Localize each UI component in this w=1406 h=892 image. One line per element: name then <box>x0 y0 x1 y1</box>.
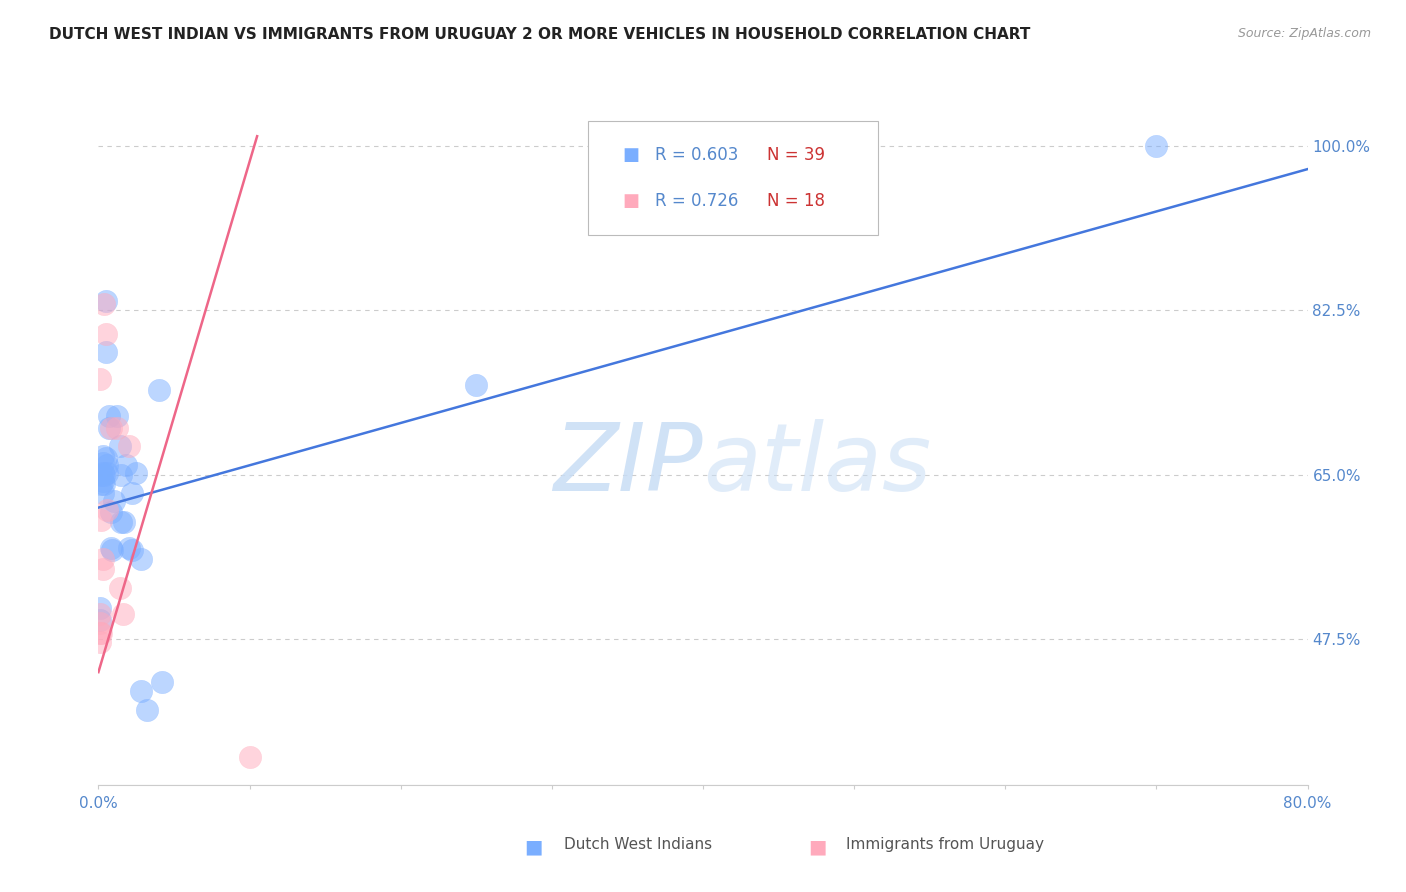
Text: atlas: atlas <box>703 419 931 510</box>
Point <box>94 345 117 359</box>
Point <box>150 674 173 689</box>
Text: N = 39: N = 39 <box>768 146 825 164</box>
Text: ■: ■ <box>621 192 638 210</box>
Text: ■: ■ <box>621 146 638 164</box>
Point <box>90 513 112 527</box>
Point <box>108 440 131 454</box>
Point <box>91 486 114 500</box>
Point <box>89 635 111 649</box>
Text: ■: ■ <box>524 837 543 856</box>
Point <box>89 601 111 615</box>
Point <box>121 542 143 557</box>
Point <box>100 505 122 519</box>
Point <box>93 467 115 482</box>
Point <box>94 450 117 465</box>
Point <box>91 457 114 471</box>
Point <box>96 466 118 480</box>
Point <box>89 625 111 640</box>
Text: R = 0.726: R = 0.726 <box>655 192 738 210</box>
FancyBboxPatch shape <box>588 120 879 235</box>
Point <box>135 703 157 717</box>
Point <box>98 420 121 434</box>
Point <box>125 466 148 480</box>
Point <box>108 581 131 595</box>
Point <box>101 542 124 557</box>
Point <box>90 467 112 482</box>
Point <box>239 749 262 764</box>
Point <box>90 477 112 491</box>
Point <box>96 458 118 473</box>
Point <box>93 296 115 310</box>
Point <box>118 440 141 454</box>
Point <box>89 607 111 621</box>
Point <box>1144 138 1167 153</box>
Text: Source: ZipAtlas.com: Source: ZipAtlas.com <box>1237 27 1371 40</box>
Point <box>105 409 128 424</box>
Point <box>100 541 122 555</box>
Point <box>91 562 114 576</box>
Point <box>94 326 117 341</box>
Point <box>121 486 143 500</box>
Point <box>91 475 114 489</box>
Point <box>114 458 136 473</box>
Text: N = 18: N = 18 <box>768 192 825 210</box>
Point <box>93 477 115 491</box>
Point <box>129 552 152 566</box>
Point <box>89 372 111 386</box>
Point <box>110 515 132 529</box>
Point <box>89 614 111 628</box>
Point <box>91 449 114 463</box>
Point <box>98 409 121 424</box>
Point <box>110 467 132 482</box>
Point <box>111 607 134 621</box>
Text: ■: ■ <box>808 837 827 856</box>
Point <box>96 503 118 517</box>
Point <box>90 625 112 640</box>
Text: DUTCH WEST INDIAN VS IMMIGRANTS FROM URUGUAY 2 OR MORE VEHICLES IN HOUSEHOLD COR: DUTCH WEST INDIAN VS IMMIGRANTS FROM URU… <box>49 27 1031 42</box>
Point <box>94 293 117 308</box>
Text: R = 0.603: R = 0.603 <box>655 146 738 164</box>
Point <box>129 684 152 698</box>
Point <box>91 466 114 480</box>
Point <box>112 515 135 529</box>
Point <box>105 420 128 434</box>
Point <box>465 378 488 392</box>
Point <box>103 494 125 508</box>
Text: ZIP: ZIP <box>554 419 703 510</box>
Point <box>89 616 111 631</box>
Point <box>91 552 114 566</box>
FancyBboxPatch shape <box>443 789 1024 847</box>
Point <box>118 541 141 555</box>
Text: Dutch West Indians: Dutch West Indians <box>564 837 711 852</box>
Point <box>148 383 170 397</box>
Text: Immigrants from Uruguay: Immigrants from Uruguay <box>845 837 1043 852</box>
Point <box>100 420 122 434</box>
